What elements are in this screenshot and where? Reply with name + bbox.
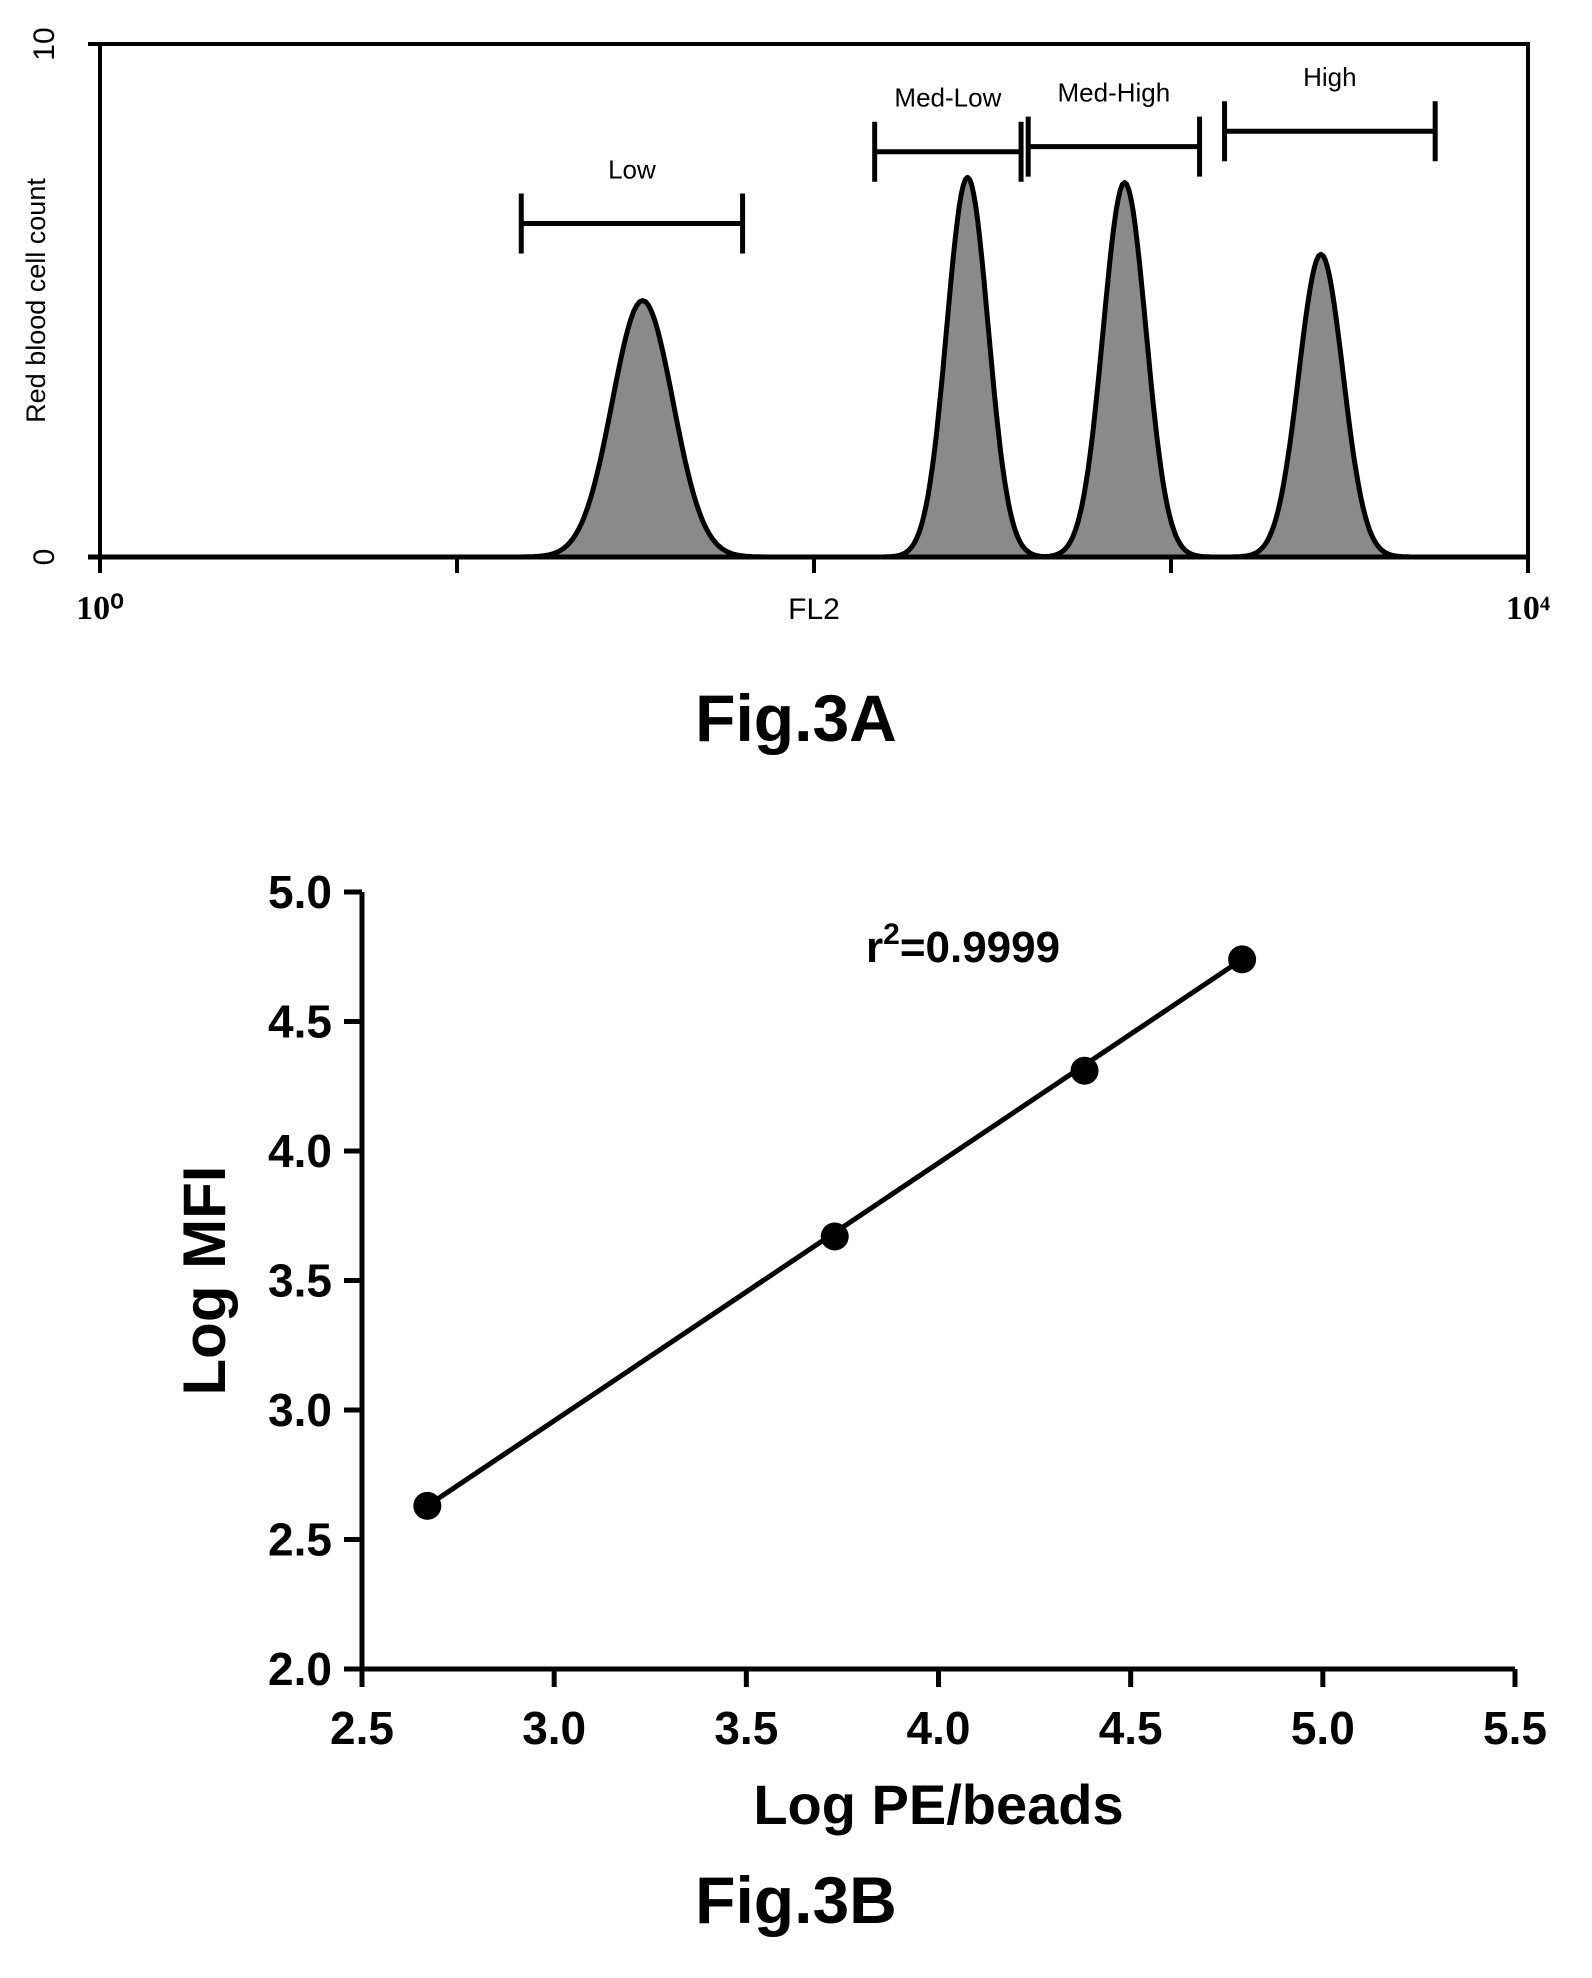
x-tick-label: 4.0 (907, 1702, 971, 1754)
y-axis-title: Red blood cell count (21, 178, 51, 423)
y-tick-label: 4.5 (268, 996, 332, 1048)
histogram-peak-med-high (1036, 180, 1213, 560)
r-squared-annotation: r2=0.9999 (866, 918, 1060, 972)
figure-caption-3a: Fig.3A (695, 681, 897, 755)
x-axis-title: Log PE/beads (753, 1773, 1123, 1836)
x-tick-label: 5.5 (1483, 1702, 1547, 1754)
data-point (820, 1222, 849, 1251)
y-tick-label: 2.0 (268, 1643, 332, 1695)
x-tick-label: 3.5 (714, 1702, 778, 1754)
y-tick-label: 4.0 (268, 1125, 332, 1177)
r-squared-superscript: 2 (883, 918, 900, 951)
data-point (413, 1491, 442, 1520)
histogram-chart: Low Med-Low Med-High High 10⁰ 10⁴ 0 10 FL2 Red bl… (21, 27, 1550, 627)
y-axis-title: Log MFI (171, 1166, 238, 1396)
x-tick-label: 5.0 (1291, 1702, 1355, 1754)
x-tick-label-min: 10⁰ (76, 590, 124, 627)
y-tick-label: 2.5 (268, 1514, 332, 1566)
y-tick-label: 5.0 (268, 866, 332, 918)
gate-label-high: High (1303, 62, 1356, 92)
gate-label-low: Low (608, 155, 656, 185)
x-tick-label: 2.5 (330, 1702, 394, 1754)
x-tick-label-max: 10⁴ (1506, 590, 1550, 627)
data-point (1228, 945, 1257, 974)
y-tick-label-max: 10 (28, 27, 61, 60)
r-squared-value: =0.9999 (900, 923, 1060, 972)
y-tick-label: 3.5 (268, 1255, 332, 1307)
gate-label-med-low: Med-Low (894, 83, 1001, 113)
figure-caption-3b: Fig.3B (695, 1863, 897, 1937)
x-tick-label: 3.0 (522, 1702, 586, 1754)
plot-frame (98, 42, 1530, 557)
x-tick-label: 4.5 (1099, 1702, 1163, 1754)
r-squared-base: r (866, 923, 883, 972)
scatter-chart: 2.5 3.0 3.5 4.0 4.5 5.0 5.5 2.0 2.5 3.0 3.5 4.0 4.5 5… (171, 866, 1547, 1836)
gate-label-med-high: Med-High (1058, 78, 1171, 108)
data-point (1070, 1056, 1099, 1085)
y-tick-label-min: 0 (28, 549, 61, 566)
histogram-peak-high (1229, 251, 1412, 560)
y-tick-label: 3.0 (268, 1384, 332, 1436)
histogram-peak-low (518, 298, 767, 560)
histogram-peak-med-low (882, 174, 1053, 560)
x-axis-title: FL2 (788, 593, 840, 626)
